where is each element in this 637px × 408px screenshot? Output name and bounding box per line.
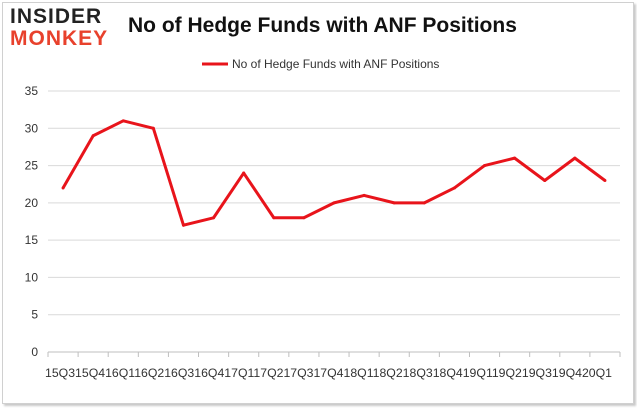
y-tick-label: 30 — [25, 121, 39, 135]
series-line — [61, 119, 606, 227]
data-point-16Q3 — [181, 223, 185, 227]
data-point-18Q2 — [392, 201, 396, 205]
logo-line-2: MONKEY — [10, 27, 109, 50]
legend-label: No of Hedge Funds with ANF Positions — [232, 57, 439, 71]
data-point-18Q4 — [452, 186, 456, 190]
x-tick-labels: 15Q315Q416Q116Q216Q316Q417Q117Q217Q317Q4… — [45, 366, 612, 380]
series — [61, 119, 607, 227]
y-tick-labels: 0 5 10 15 20 25 30 35 — [25, 84, 39, 359]
data-point-19Q1 — [483, 164, 487, 168]
y-tick-label: 5 — [31, 308, 38, 322]
y-tick-label: 20 — [25, 196, 39, 210]
data-point-19Q3 — [543, 178, 547, 182]
y-tick-label: 15 — [25, 233, 39, 247]
axes — [47, 351, 621, 357]
insider-monkey-logo: INSIDER MONKEY — [10, 6, 120, 52]
y-tick-label: 0 — [31, 345, 38, 359]
data-point-19Q4 — [573, 156, 577, 160]
chart-title: No of Hedge Funds with ANF Positions — [128, 14, 517, 37]
data-point-17Q2 — [272, 216, 276, 220]
data-point-15Q4 — [91, 134, 95, 138]
legend: No of Hedge Funds with ANF Positions — [202, 57, 439, 71]
data-point-17Q4 — [332, 201, 336, 205]
y-tick-label: 35 — [25, 84, 39, 98]
data-point-18Q1 — [362, 193, 366, 197]
y-tick-label: 25 — [25, 159, 39, 173]
data-point-17Q3 — [302, 216, 306, 220]
data-point-16Q4 — [212, 216, 216, 220]
data-point-15Q3 — [61, 186, 65, 190]
data-point-16Q2 — [151, 126, 155, 130]
data-point-18Q3 — [422, 201, 426, 205]
data-point-19Q2 — [513, 156, 517, 160]
data-point-16Q1 — [121, 119, 125, 123]
y-tick-label: 10 — [25, 270, 39, 284]
data-point-17Q1 — [242, 171, 246, 175]
data-point-20Q1 — [603, 178, 607, 182]
logo-line-1: INSIDER — [10, 5, 103, 28]
